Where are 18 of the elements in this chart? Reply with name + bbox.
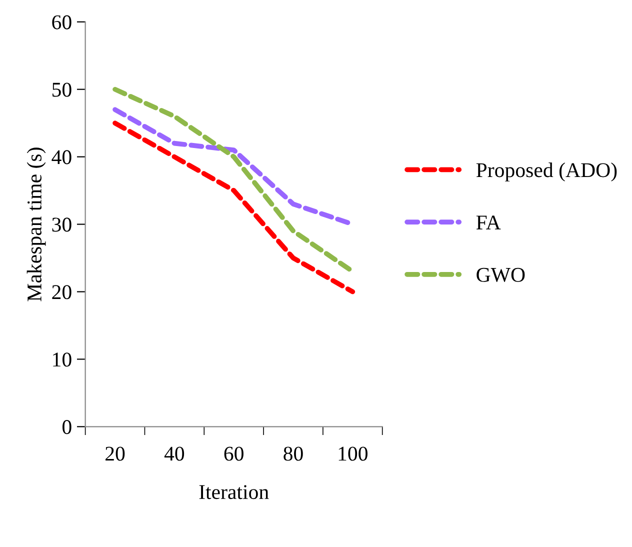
y-tick-label: 30 — [52, 218, 72, 232]
x-tick-label: 60 — [224, 446, 244, 461]
legend-label: GWO — [476, 268, 525, 282]
x-tick-label: 80 — [284, 446, 303, 461]
y-tick-label: 0 — [62, 420, 72, 434]
x-tick-label: 100 — [338, 446, 368, 461]
y-tick-label: 10 — [53, 352, 72, 367]
x-axis-title: Iteration — [199, 485, 269, 500]
y-axis-title: Makespan time (s) — [26, 148, 46, 302]
y-tick-label: 50 — [52, 82, 72, 97]
y-tick-label: 20 — [52, 285, 72, 300]
legend-label: FA — [476, 216, 501, 230]
x-tick-label: 20 — [106, 446, 125, 461]
y-tick-label: 40 — [52, 150, 72, 164]
legend-label: Proposed (ADO) — [476, 162, 617, 182]
x-tick-label: 40 — [164, 446, 184, 461]
y-tick-label: 60 — [52, 15, 72, 30]
line-series — [112, 120, 356, 294]
